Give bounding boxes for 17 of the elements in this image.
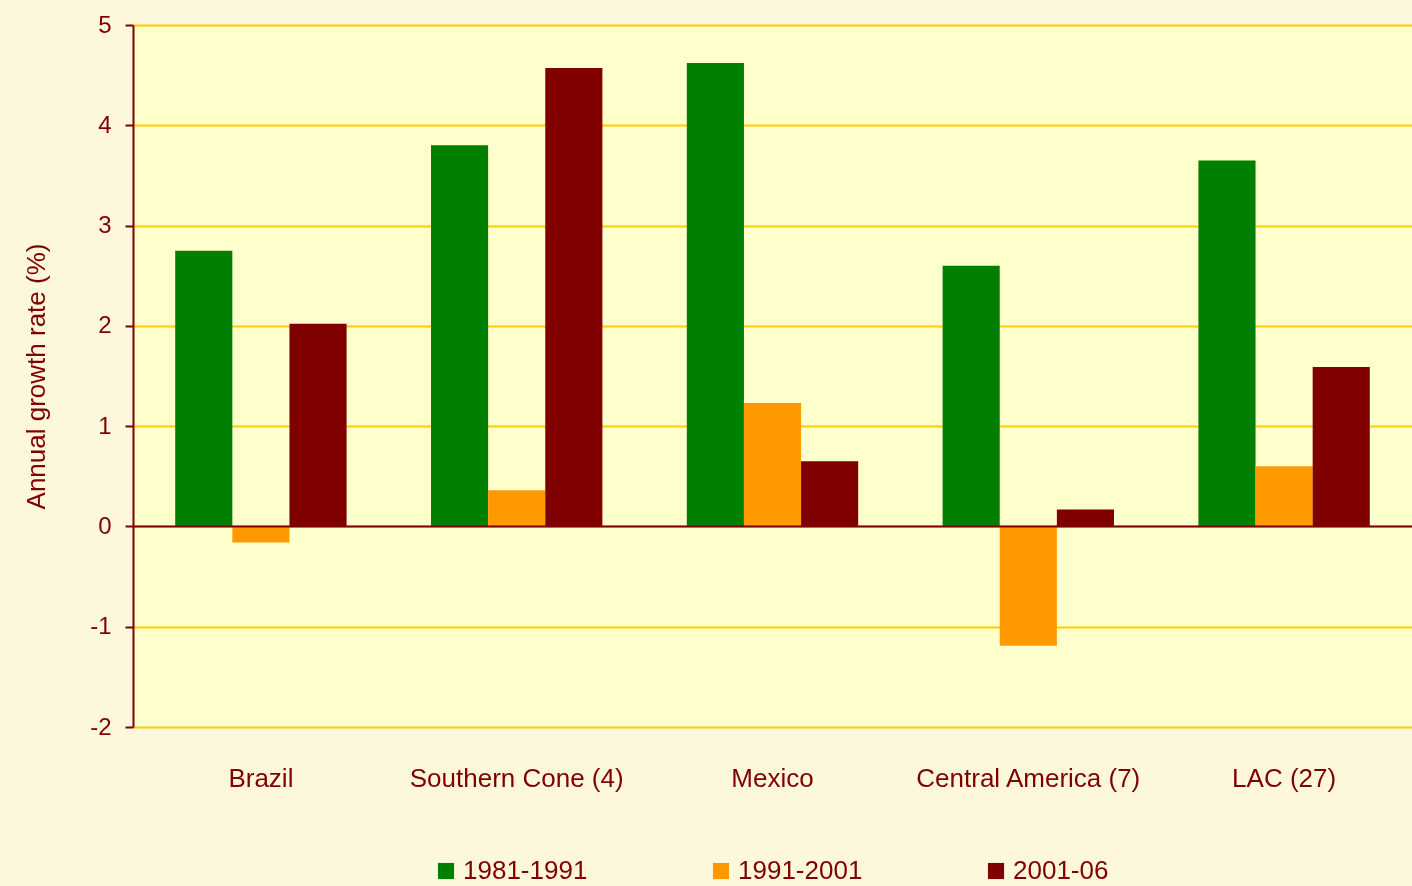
x-tick-label: Southern Cone (4) bbox=[409, 762, 624, 793]
y-tick-label: -1 bbox=[90, 612, 112, 640]
x-tick-label: Brazil bbox=[228, 762, 294, 793]
legend-label: 2001-06 bbox=[1013, 855, 1109, 885]
y-axis-title: Annual growth rate (%) bbox=[21, 243, 52, 510]
x-tick-label: Central America (7) bbox=[916, 762, 1141, 793]
x-tick-label: LAC (27) bbox=[1232, 762, 1337, 793]
y-tick-label: 4 bbox=[98, 110, 112, 138]
y-tick-label: -2 bbox=[90, 712, 112, 740]
y-tick-label: 5 bbox=[98, 10, 112, 38]
legend-label: 1981-1991 bbox=[463, 855, 588, 885]
legend-label: 1991-2001 bbox=[738, 855, 863, 885]
y-tick-label: 3 bbox=[98, 211, 112, 239]
y-tick-label: 0 bbox=[98, 511, 112, 539]
y-tick-label: 1 bbox=[98, 411, 112, 439]
y-tick-label: 2 bbox=[98, 311, 112, 339]
x-tick-label: Mexico bbox=[731, 762, 814, 793]
